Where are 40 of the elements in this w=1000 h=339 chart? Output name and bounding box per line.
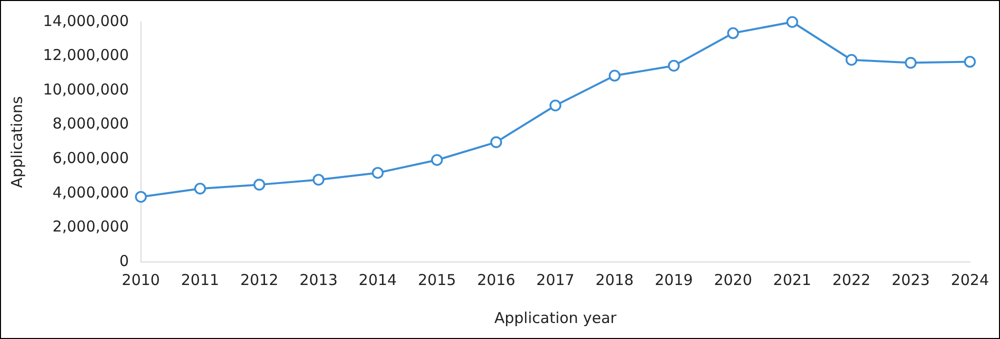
x-tick-label: 2022 — [832, 270, 871, 289]
x-tick-label: 2014 — [358, 270, 397, 289]
x-tick-label: 2019 — [654, 270, 693, 289]
point — [668, 60, 680, 72]
point — [786, 16, 798, 28]
point — [312, 174, 324, 186]
point — [134, 190, 147, 203]
y-axis-title: Applications — [8, 96, 26, 188]
x-tick-label: 2024 — [950, 270, 990, 289]
y-tick-label: 10,000,000 — [42, 80, 129, 98]
x-tick-label: 2013 — [299, 270, 338, 289]
y-tick-label: 2,000,000 — [52, 218, 129, 236]
x-tick-label: 2023 — [892, 270, 930, 289]
y-tick-label: 14,000,000 — [42, 12, 129, 30]
y-tick-label: 12,000,000 — [42, 46, 129, 64]
y-tick-label: 6,000,000 — [52, 149, 129, 168]
point — [727, 27, 739, 40]
y-tick-label: 8,000,000 — [52, 114, 129, 133]
x-tick-label: 2016 — [477, 270, 516, 289]
point — [431, 154, 443, 166]
x-tick-label: 2010 — [122, 270, 160, 289]
point — [846, 54, 858, 66]
x-tick-label: 2018 — [596, 270, 634, 289]
point — [550, 100, 562, 112]
x-tick-label: 2017 — [536, 270, 574, 289]
point — [194, 182, 206, 195]
x-tick-label: 2012 — [240, 270, 278, 289]
x-tick-label: 2021 — [773, 270, 812, 289]
y-tick-label: 0 — [119, 252, 129, 270]
point — [372, 166, 384, 179]
point — [608, 70, 621, 82]
x-axis-title: Application year — [494, 308, 618, 327]
x-tick-label: 2015 — [418, 270, 456, 289]
y-tick-label: 4,000,000 — [52, 183, 129, 202]
x-tick-label: 2011 — [181, 270, 220, 289]
point — [904, 56, 917, 69]
x-tick-label: 2020 — [714, 270, 752, 289]
point — [253, 178, 266, 191]
point — [490, 136, 502, 148]
point — [964, 56, 976, 68]
